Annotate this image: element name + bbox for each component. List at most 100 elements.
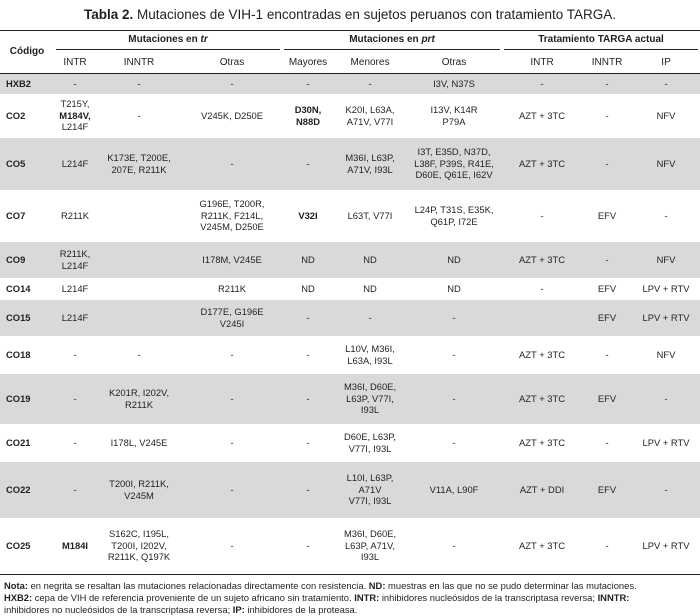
cell-inntr-targa: - bbox=[582, 137, 633, 190]
cell-ip: NFV bbox=[632, 336, 700, 374]
cell-inntr-targa: - bbox=[582, 424, 632, 462]
cell-line: AZT + DDI bbox=[519, 483, 565, 495]
cell-line: Q61P, I72E bbox=[430, 215, 478, 227]
cell-line: LPV + RTV bbox=[642, 539, 690, 551]
cell-line: EFV bbox=[597, 392, 617, 404]
cell-line: - bbox=[452, 348, 456, 360]
cell-inntr-targa: EFV bbox=[582, 299, 633, 336]
cell-line: L24P, T31S, E35K, bbox=[414, 204, 494, 215]
table-row: CO5 L214F K173E, T200E, 207E, R211K - - M36I, … bbox=[0, 137, 700, 190]
cell-inntr-targa: - bbox=[582, 336, 632, 374]
cell-line: L63P, V77I, bbox=[346, 392, 394, 404]
cell-line: I178L, V245E bbox=[110, 436, 168, 448]
cell-line: - bbox=[664, 78, 668, 89]
cell-line: - bbox=[230, 392, 234, 404]
cell-line: ND bbox=[301, 282, 315, 294]
table-title: Tabla 2. Mutaciones de VIH-1 encontradas… bbox=[0, 0, 700, 30]
cell-line: - bbox=[605, 109, 609, 121]
cell-otras-prt: V11A, L90F bbox=[406, 461, 503, 518]
cell-intr-targa: AZT + 3TC bbox=[502, 94, 582, 138]
cell-line: EFV bbox=[597, 311, 617, 323]
cell-otras-tr: - bbox=[182, 336, 282, 374]
cell-inntr-targa: EFV bbox=[582, 373, 633, 424]
cell-line: - bbox=[306, 311, 310, 323]
cell-mayores: ND bbox=[282, 278, 334, 300]
cell-line: ND bbox=[363, 282, 377, 294]
cell-line: - bbox=[368, 311, 372, 323]
header-row-groups: Código Mutaciones en tr Mutaciones en pr… bbox=[0, 30, 700, 74]
cell-line: D177E, G196E bbox=[200, 306, 264, 317]
cell-line: V11A, L90F bbox=[429, 483, 479, 495]
cell-line: T200I, I202V, bbox=[111, 539, 167, 551]
cell-otras-tr: D177E, G196E V245I bbox=[182, 299, 282, 336]
cell-mayores: - bbox=[282, 137, 334, 190]
cell-intr: R211K bbox=[54, 190, 96, 242]
cell-menores: - bbox=[334, 299, 406, 336]
cell-menores: D60E, L63P, V77I, I93L bbox=[334, 424, 406, 462]
cell-ip: LPV + RTV bbox=[632, 424, 700, 462]
cell-otras-tr: - bbox=[182, 461, 282, 518]
cell-inntr-targa: - bbox=[582, 73, 633, 94]
cell-menores: M36I, L63P, A71V, I93L bbox=[334, 137, 406, 190]
cell-line: - bbox=[452, 392, 456, 404]
cell-menores: ND bbox=[334, 278, 406, 300]
cell-otras-prt: I13V, K14R P79A bbox=[406, 94, 502, 138]
cell-line: - bbox=[306, 348, 310, 360]
cell-line: R211K bbox=[61, 209, 89, 221]
cell-line: M184I bbox=[61, 539, 89, 551]
cell-otras-prt: - bbox=[406, 336, 502, 374]
cell-inntr: K173E, T200E, 207E, R211K bbox=[96, 137, 182, 190]
cell-line: V245M, D250E bbox=[200, 221, 264, 233]
cell-line: M36I, D60E, bbox=[343, 528, 397, 540]
note-line-3: inhibidores no nucleósidos de la transcr… bbox=[4, 603, 358, 615]
cell-line: L214F bbox=[61, 121, 89, 133]
cell-line: I178M, V245E bbox=[202, 253, 262, 265]
cell-line: AZT + 3TC bbox=[519, 348, 565, 360]
cell-intr-targa: - bbox=[502, 190, 582, 242]
cell-line: L214F bbox=[61, 259, 89, 271]
cell-intr-targa: AZT + DDI bbox=[502, 461, 583, 518]
cell-intr: - bbox=[54, 73, 96, 94]
cell-code: CO2 bbox=[6, 109, 26, 121]
cell-line: P79A bbox=[442, 115, 466, 127]
cell-otras-prt: ND bbox=[406, 278, 502, 300]
cell-ip: NFV bbox=[632, 94, 700, 138]
cell-line: - bbox=[452, 311, 456, 323]
cell-line: M36I, D60E, bbox=[343, 381, 397, 393]
cell-line: EFV bbox=[597, 483, 617, 495]
header-sub-intr-targa: INTR bbox=[502, 53, 583, 74]
cell-code: CO9 bbox=[0, 241, 54, 278]
cell-line: L10I, L63P, bbox=[346, 472, 394, 484]
cell-otras-prt: ND bbox=[406, 241, 503, 278]
cell-line: D60E, L63P, bbox=[344, 431, 396, 442]
cell-line: L63A, I93L bbox=[347, 354, 393, 366]
cell-line: V245K, D250E bbox=[200, 109, 264, 121]
cell-line: EFV bbox=[597, 209, 617, 221]
cell-line: D60E, Q61E, I62V bbox=[415, 169, 493, 181]
cell-line: G196E, T200R, bbox=[199, 198, 265, 210]
cell-line: ND bbox=[447, 282, 461, 294]
cell-line: L10V, M36I, bbox=[345, 343, 395, 354]
cell-intr: L214F bbox=[54, 299, 96, 336]
cell-code: CO18 bbox=[6, 348, 31, 360]
cell-line: - bbox=[605, 348, 609, 360]
cell-inntr bbox=[96, 278, 182, 300]
cell-line: ND bbox=[301, 253, 315, 265]
cell-code: HXB2 bbox=[0, 73, 54, 94]
table-title-text: Mutaciones de VIH-1 encontradas en sujet… bbox=[133, 7, 617, 22]
cell-inntr: - bbox=[96, 336, 182, 374]
cell-code: CO7 bbox=[6, 209, 26, 221]
cell-intr-targa: AZT + 3TC bbox=[502, 373, 583, 424]
cell-menores: ND bbox=[334, 241, 406, 278]
cell-inntr-targa: EFV bbox=[582, 461, 633, 518]
cell-inntr bbox=[96, 190, 182, 242]
cell-mayores: - bbox=[282, 299, 334, 336]
cell-line: - bbox=[73, 78, 77, 89]
cell-otras-tr: I178M, V245E bbox=[182, 241, 282, 278]
cell-line: R211K, F214L, bbox=[200, 209, 264, 221]
cell-intr-targa: AZT + 3TC bbox=[502, 336, 582, 374]
mutations-table: Código Mutaciones en tr Mutaciones en pr… bbox=[0, 30, 700, 574]
cell-line: - bbox=[306, 436, 310, 448]
cell-inntr: - bbox=[96, 94, 182, 138]
cell-line: - bbox=[540, 282, 544, 294]
